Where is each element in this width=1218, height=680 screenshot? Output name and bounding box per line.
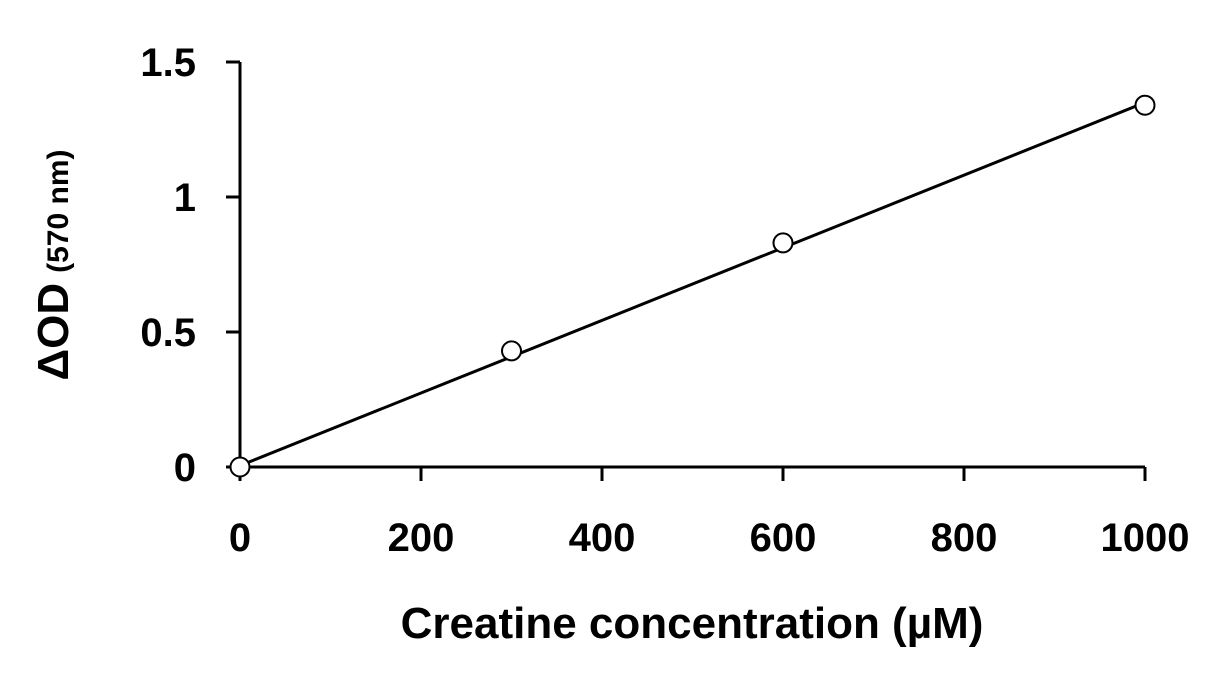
y-axis-title-main: ΔOD	[29, 283, 78, 381]
x-axis-tick-labels: 0 200 400 600 800 1000	[229, 516, 1190, 560]
y-axis-title-unit: (570 nm)	[42, 150, 75, 273]
x-tick-label: 1000	[1101, 516, 1190, 560]
x-axis-ticks	[238, 467, 1147, 481]
linear-trendline	[239, 101, 1146, 468]
y-tick-label: 0.5	[140, 311, 196, 355]
x-tick-label: 600	[750, 516, 817, 560]
y-axis-title: ΔOD (570 nm)	[29, 150, 78, 381]
y-tick-label: 1.5	[140, 41, 196, 85]
x-axis-title: Creatine concentration (µM)	[401, 599, 984, 648]
x-tick-label: 400	[569, 516, 636, 560]
data-point	[1134, 94, 1156, 116]
data-point	[501, 340, 522, 362]
y-tick-label: 1	[174, 176, 196, 220]
data-point	[772, 232, 794, 254]
data-point	[229, 456, 251, 478]
y-axis-ticks	[226, 60, 240, 469]
x-tick-label: 800	[931, 516, 998, 560]
y-axis-tick-labels: 0 0.5 1 1.5	[140, 41, 196, 490]
y-tick-label: 0	[174, 446, 196, 490]
data-points	[229, 94, 1156, 478]
x-tick-label: 0	[229, 516, 251, 560]
x-tick-label: 200	[388, 516, 455, 560]
trendline-group	[239, 101, 1146, 468]
